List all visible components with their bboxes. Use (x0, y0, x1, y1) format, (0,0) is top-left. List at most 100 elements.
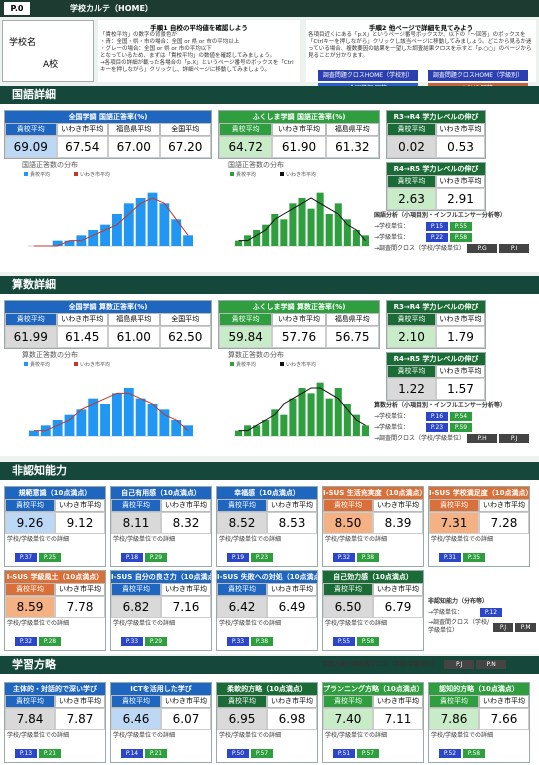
value-row: 2.10 1.79 (387, 326, 485, 348)
page-button[interactable]: P.23 (426, 423, 448, 432)
bar (325, 214, 333, 246)
score-card: 主体的・対話的で深い学び 貴校平均 いわき市平均 7.84 7.87 学校/学級単位での詳… (4, 682, 106, 763)
value-cell: 61.45 (56, 326, 108, 348)
bar (64, 240, 75, 246)
column-header: いわき市平均 (267, 583, 317, 596)
page-button[interactable]: P.57 (357, 749, 379, 758)
note-title: 手順2 他ページで詳細を見てみよう (368, 24, 474, 32)
score-card: 自己有用感（10点満点） 貴校平均 いわき市平均 8.11 8.32 学校/学級単位での詳… (110, 486, 212, 567)
card-title: 主体的・対話的で深い学び (5, 683, 105, 695)
value-cell: 1.57 (436, 378, 485, 400)
chart-title: 国語正答数の分布 (228, 160, 284, 169)
page-button[interactable]: P.15 (426, 222, 448, 231)
page-button[interactable]: P.55 (450, 222, 472, 231)
page-button[interactable]: P.37 (15, 553, 37, 562)
detail-label: 学校/学級単位での詳細 (325, 536, 388, 543)
column-header: 貴校平均 (217, 583, 267, 596)
page-button[interactable]: P.32 (333, 553, 355, 562)
link-box: 国語分析（小項目別・インフルエンサー分析等） →学校単位： P.15 P.55 →学級単… (374, 212, 534, 255)
page-button[interactable]: P.32 (15, 637, 37, 646)
column-header: いわき市平均 (436, 175, 485, 188)
nav-button[interactable]: 調査問題クロスHOME（学級別） (428, 70, 528, 81)
column-header: 貴校平均 (5, 123, 57, 136)
detail-label: 学校/学級単位での詳細 (113, 620, 176, 627)
page-button[interactable]: P.29 (145, 553, 167, 562)
bar (325, 398, 333, 436)
page-button[interactable]: P.58 (450, 233, 472, 242)
page-button[interactable]: P.28 (39, 637, 61, 646)
page-button[interactable]: P.19 (227, 553, 249, 562)
page-button[interactable]: P.31 (439, 553, 461, 562)
detail-links: 学校/学級単位での詳細 P.19 P.23 (217, 534, 317, 566)
page-button[interactable]: P.J (444, 660, 475, 669)
page-button[interactable]: P.38 (251, 637, 273, 646)
page-button[interactable]: P.51 (333, 749, 355, 758)
page-button[interactable]: P.58 (463, 749, 485, 758)
page-button[interactable]: P.13 (15, 749, 37, 758)
page-button[interactable]: P.23 (251, 553, 273, 562)
page-button[interactable]: P.I (499, 244, 530, 253)
value-cell: 59.84 (219, 326, 273, 348)
page-button[interactable]: P.G (467, 244, 498, 253)
page-button[interactable]: P.12 (480, 608, 502, 617)
header-row: 貴校平均 いわき市平均 (387, 365, 485, 378)
header-row: 貴校平均 いわき市平均 (111, 499, 211, 512)
column-header: 貴校平均 (111, 583, 161, 596)
page-button[interactable]: P.35 (463, 553, 485, 562)
detail-buttons: P.51 P.57 (331, 740, 421, 759)
line (238, 387, 366, 432)
link-row: →調査間クロス（学校/学級単位） P.H P.J (374, 434, 534, 443)
page-button[interactable]: P.H (467, 434, 498, 443)
page-button[interactable]: P.33 (121, 637, 143, 646)
page-button[interactable]: P.50 (227, 749, 249, 758)
page-number: P.0 (4, 2, 30, 15)
bar (298, 388, 306, 436)
page-button[interactable]: P.25 (39, 553, 61, 562)
header-title: 学校カルテ（HOME） (70, 4, 153, 13)
value-cell: 8.39 (373, 512, 423, 534)
page-button[interactable]: P.21 (145, 749, 167, 758)
bar (334, 388, 342, 436)
page-button[interactable]: P.54 (450, 412, 472, 421)
page-button[interactable]: P.N (476, 660, 507, 669)
bar (171, 219, 182, 246)
page-button[interactable]: P.33 (227, 637, 249, 646)
page-button[interactable]: P.M (515, 622, 536, 632)
page-button[interactable]: P.58 (357, 637, 379, 646)
link-row: P.J P.N (442, 660, 507, 669)
column-header: 貴校平均 (5, 499, 55, 512)
value-row: 6.82 7.16 (111, 596, 211, 618)
page-button[interactable]: P.22 (426, 233, 448, 242)
header-row: 貴校平均 いわき市平均 福島県平均 全国平均 (5, 313, 211, 326)
page-button[interactable]: P.18 (121, 553, 143, 562)
value-cell: 6.98 (267, 708, 317, 730)
value-cell: 8.32 (161, 512, 211, 534)
score-card: 全国学調 算数正答率(%) 貴校平均 いわき市平均 福島県平均 全国平均 61.99 61.… (4, 300, 212, 349)
header-row: 貴校平均 いわき市平均 (217, 499, 317, 512)
legend-swatch (74, 362, 78, 366)
page-button[interactable]: P.21 (39, 749, 61, 758)
value-row: 7.31 7.28 (429, 512, 529, 534)
column-header: 福島県平均 (325, 313, 379, 326)
page-button[interactable]: P.59 (450, 423, 472, 432)
nav-button[interactable]: 調査問題クロスHOME（学校別） (318, 70, 418, 81)
score-card: ICTを活用した学び 貴校平均 いわき市平均 6.46 6.07 学校/学級単位での詳細 P… (110, 682, 212, 763)
page-button[interactable]: P.16 (426, 412, 448, 421)
school-select[interactable]: 学校名 A校 (2, 20, 94, 82)
page-button[interactable]: P.52 (439, 749, 461, 758)
column-header: いわき市平均 (267, 695, 317, 708)
page-button[interactable]: P.55 (333, 637, 355, 646)
page-button[interactable]: P.29 (145, 637, 167, 646)
header-row: 貴校平均 いわき市平均 (323, 583, 423, 596)
page-button[interactable]: P.J (499, 434, 530, 443)
value-cell: 6.46 (111, 708, 161, 730)
card-title: ふくしま学調 国語正答率(%) (219, 111, 379, 123)
page-button[interactable]: P.14 (121, 749, 143, 758)
page-button[interactable]: P.38 (357, 553, 379, 562)
bar (123, 388, 134, 436)
page-button[interactable]: P.57 (251, 749, 273, 758)
column-header: 貴校平均 (5, 695, 55, 708)
page-button[interactable]: P.J (492, 622, 514, 632)
value-cell: 7.84 (5, 708, 55, 730)
